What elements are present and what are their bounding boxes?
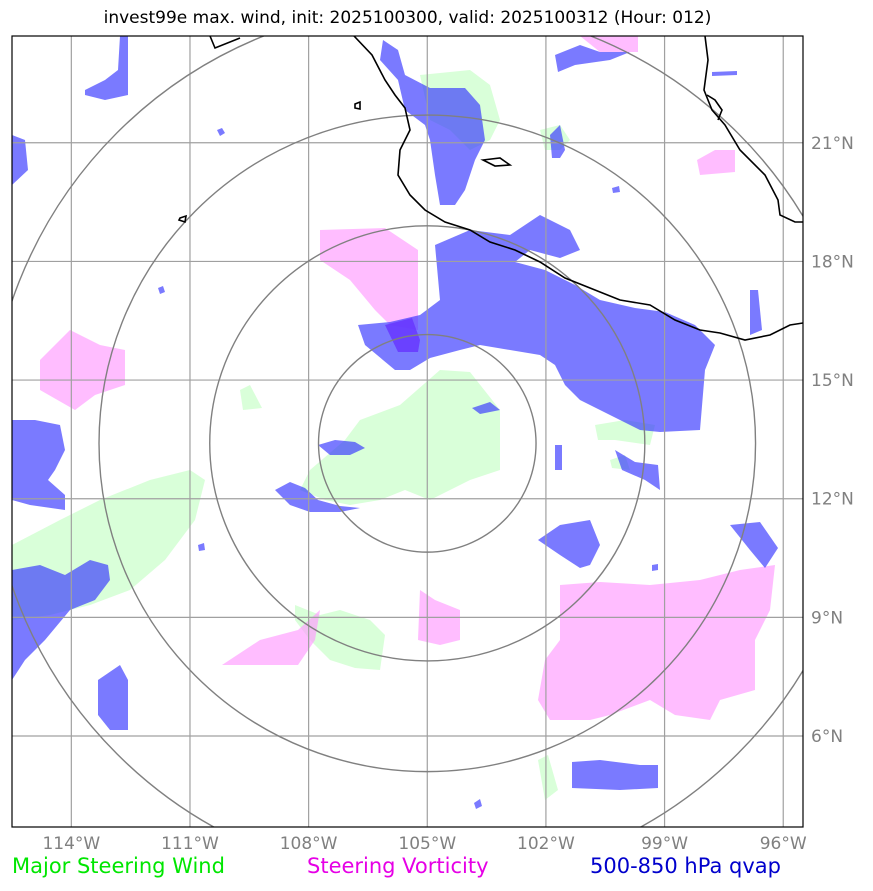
vorticity-area-northeast (697, 150, 735, 175)
coastline (177, 36, 803, 341)
qvap-area-left-edge (12, 135, 28, 185)
lat-tick-label: 15°N (811, 371, 854, 391)
qvap-dot-2 (158, 286, 165, 294)
qvap-dot-7 (612, 186, 620, 193)
coastline-baja-tip (480, 157, 513, 167)
vorticity-area-north (320, 228, 418, 330)
map-title: invest99e max. wind, init: 2025100300, v… (103, 8, 712, 28)
qvap-dot-3 (198, 543, 205, 551)
vorticity-area-southeast (538, 565, 775, 720)
lon-tick-label: 111°W (161, 834, 219, 854)
qvap-area-southwest (12, 560, 110, 680)
lon-tick-label: 99°W (641, 834, 688, 854)
qvap-area-south (98, 665, 128, 730)
wind-area-main (300, 370, 500, 505)
lon-tick-label: 96°W (760, 834, 807, 854)
lon-tick-label: 105°W (398, 834, 456, 854)
range-ring (98, 114, 757, 773)
range-ring (209, 225, 646, 662)
coastline-island-2 (177, 214, 188, 224)
qvap-dot-6 (652, 564, 658, 571)
map-frame (11, 35, 804, 828)
qvap-layer (12, 36, 778, 809)
lon-tick-label: 102°W (517, 834, 575, 854)
qvap-area-southeast (572, 760, 658, 790)
lat-tick-label: 12°N (811, 490, 854, 510)
qvap-area-east-mid (538, 520, 600, 568)
qvap-overlap-spot (385, 318, 420, 352)
qvap-area-topcenter (555, 45, 630, 72)
qvap-area-east-streak2 (750, 290, 762, 335)
coastline-gulf (703, 36, 803, 223)
qvap-area-coast (380, 40, 485, 205)
legend-steering-vorticity: Steering Vorticity (307, 854, 489, 878)
range-ring (317, 333, 537, 553)
wind-area-center-west (240, 385, 262, 410)
qvap-area-west (12, 420, 65, 510)
lat-tick-label: 9°N (811, 608, 843, 628)
qvap-dot-1 (217, 128, 225, 136)
lat-tick-label: 21°N (811, 134, 854, 154)
lon-tick-label: 114°W (42, 834, 100, 854)
coastline-gulf-inner (706, 94, 723, 121)
qvap-area-east-far (730, 522, 778, 568)
lat-tick-label: 18°N (811, 252, 854, 272)
axis-ticks: 114°W 111°W 108°W 105°W 102°W 99°W 96°W 21°N 18°… (42, 134, 853, 854)
legend-qvap: 500-850 hPa qvap (590, 854, 781, 878)
qvap-dot-5 (712, 71, 737, 76)
vorticity-area-southwest (222, 610, 320, 665)
qvap-area-small-south (555, 445, 562, 470)
qvap-area-northwest (85, 36, 128, 100)
lon-tick-label: 108°W (280, 834, 338, 854)
legend-steering-wind: Major Steering Wind (12, 854, 225, 878)
lat-tick-label: 6°N (811, 727, 843, 747)
wind-area-southeast (538, 755, 558, 800)
qvap-area-east-streak (615, 450, 660, 490)
coastline-island-1 (354, 100, 361, 110)
qvap-area-central (358, 215, 715, 432)
qvap-area-center-blob (318, 440, 365, 455)
graticule (12, 36, 803, 827)
coastline-mexico-west (209, 36, 803, 341)
qvap-area-center-band (275, 482, 360, 512)
qvap-dot-4 (474, 799, 482, 809)
qvap-area-small-east (472, 402, 500, 414)
vorticity-area-west (40, 330, 125, 410)
